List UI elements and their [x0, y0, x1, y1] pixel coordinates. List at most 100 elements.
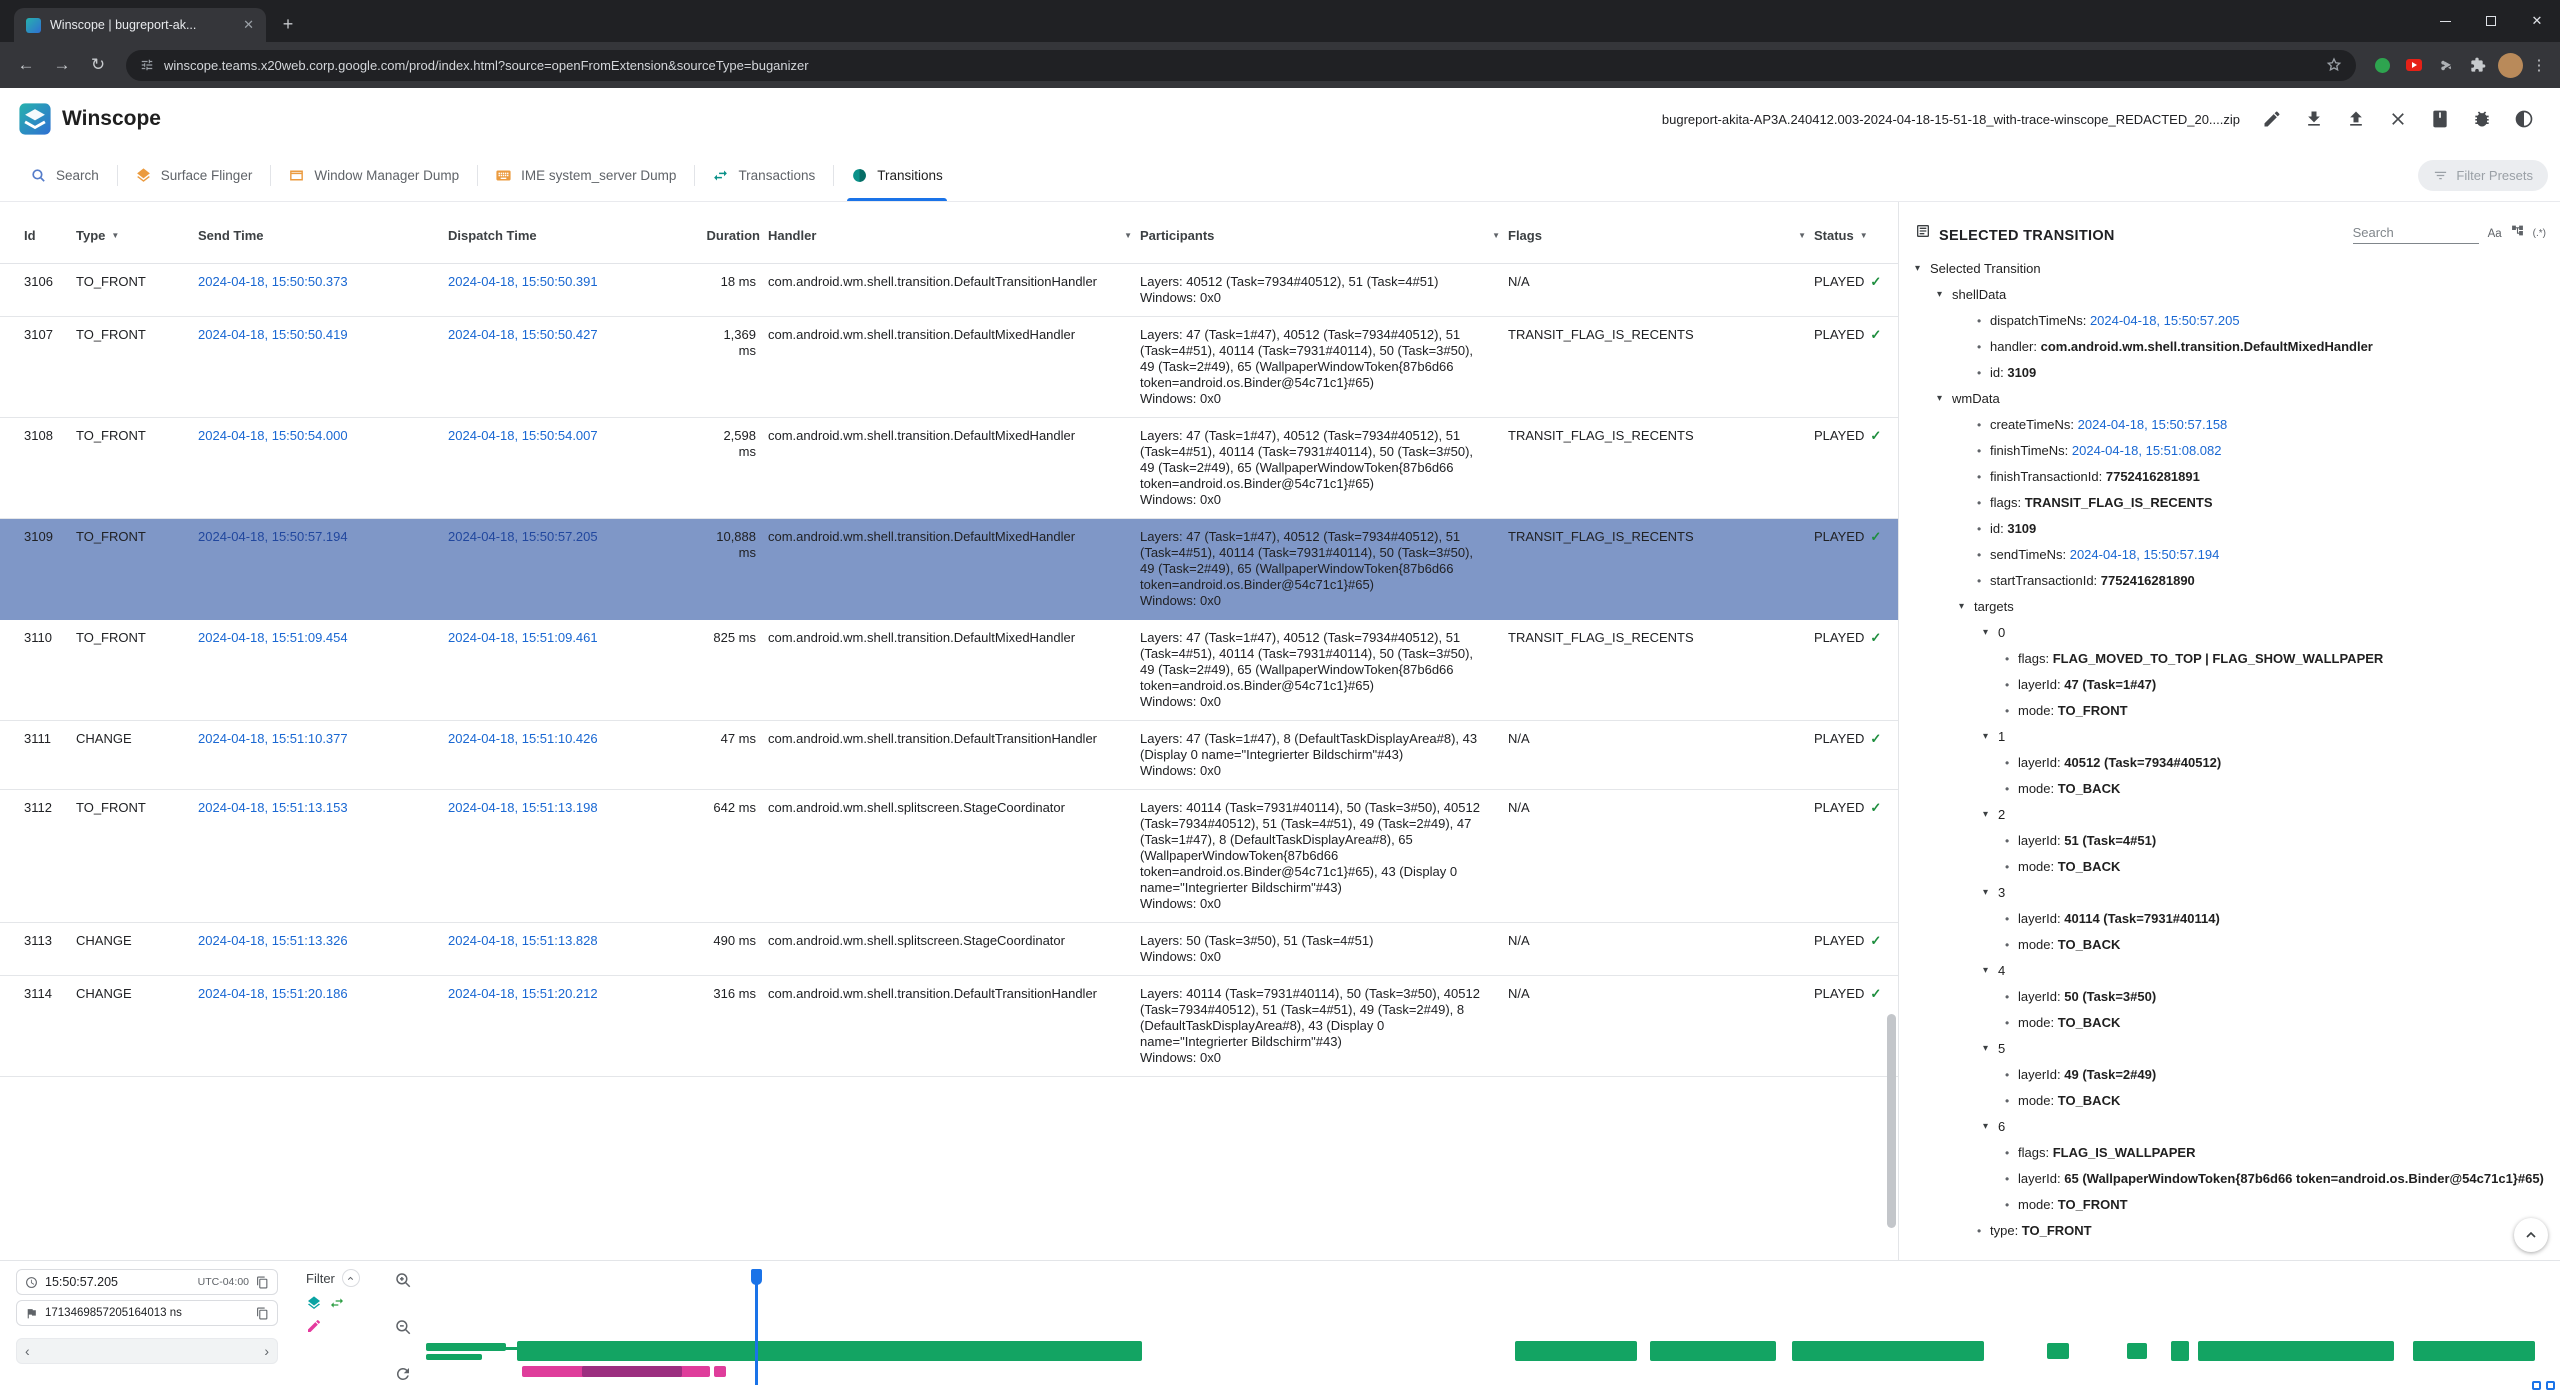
minimize-button[interactable]	[2422, 0, 2468, 42]
collapse-filter-button[interactable]	[341, 1269, 360, 1287]
property-value[interactable]: 2024-04-18, 15:50:57.194	[2069, 547, 2220, 562]
timeline-segment[interactable]	[1792, 1341, 1984, 1361]
expand-arrow-icon[interactable]: ▾	[1937, 393, 1943, 404]
tree-node[interactable]: ▾ 4	[1983, 958, 2560, 984]
upload-icon[interactable]	[2338, 101, 2374, 137]
tree-leaf[interactable]: • id: 3109	[1977, 360, 2560, 386]
tree-leaf[interactable]: • dispatchTimeNs: 2024-04-18, 15:50:57.20…	[1977, 308, 2560, 334]
table-row[interactable]: 3108 TO_FRONT 2024-04-18, 15:50:54.000 2024…	[0, 418, 1898, 519]
surface-flinger-trace-icon[interactable]	[306, 1295, 322, 1311]
tree-leaf[interactable]: • layerId: 47 (Task=1#47)	[2005, 672, 2560, 698]
filter-arrow-icon[interactable]: ▼	[1492, 231, 1500, 240]
tree-leaf[interactable]: • createTimeNs: 2024-04-18, 15:50:57.158	[1977, 412, 2560, 438]
tree-leaf[interactable]: • type: TO_FRONT	[1977, 1218, 2560, 1244]
tree-leaf[interactable]: • mode: TO_FRONT	[2005, 698, 2560, 724]
tree-node[interactable]: ▾ 6	[1983, 1114, 2560, 1140]
tree-leaf[interactable]: • sendTimeNs: 2024-04-18, 15:50:57.194	[1977, 542, 2560, 568]
expand-arrow-icon[interactable]: ▾	[1983, 887, 1989, 898]
dispatch-time-link[interactable]: 2024-04-18, 15:50:50.391	[448, 274, 598, 289]
table-row[interactable]: 3109 TO_FRONT 2024-04-18, 15:50:57.194 2024…	[0, 519, 1898, 620]
tree-leaf[interactable]: • layerId: 50 (Task=3#50)	[2005, 984, 2560, 1010]
scroll-to-top-button[interactable]	[2514, 1218, 2548, 1252]
tree-node[interactable]: ▾ wmData	[1937, 386, 2560, 412]
filter-arrow-icon[interactable]: ▼	[1124, 231, 1132, 240]
zoom-reset-icon[interactable]	[394, 1365, 412, 1383]
regex-toggle[interactable]: (.*)	[2532, 228, 2546, 239]
browser-menu-icon[interactable]: ⋮	[2531, 57, 2547, 74]
zoom-out-icon[interactable]	[394, 1318, 412, 1336]
column-header-participants[interactable]: Participants ▼	[1140, 228, 1508, 243]
timeline-canvas[interactable]	[422, 1269, 2548, 1385]
match-case-toggle[interactable]: Aa	[2487, 228, 2502, 240]
send-time-link[interactable]: 2024-04-18, 15:50:57.194	[198, 529, 348, 544]
expand-arrow-icon[interactable]: ▾	[1983, 1121, 1989, 1132]
dispatch-time-link[interactable]: 2024-04-18, 15:50:50.427	[448, 327, 598, 342]
column-header-type[interactable]: Type ▼	[76, 228, 198, 243]
timeline-segment[interactable]	[2127, 1343, 2147, 1359]
tree-leaf[interactable]: • mode: TO_BACK	[2005, 932, 2560, 958]
column-header-status[interactable]: Status ▼	[1814, 228, 1898, 243]
tune-icon[interactable]	[140, 58, 154, 72]
expand-arrow-icon[interactable]: ▾	[1915, 263, 1921, 274]
timeline-segment[interactable]	[1650, 1341, 1776, 1361]
dispatch-time-link[interactable]: 2024-04-18, 15:51:09.461	[448, 630, 598, 645]
tree-leaf[interactable]: • mode: TO_BACK	[2005, 776, 2560, 802]
table-scrollbar[interactable]	[1887, 1014, 1896, 1228]
dispatch-time-link[interactable]: 2024-04-18, 15:50:54.007	[448, 428, 598, 443]
column-header-duration[interactable]: Duration	[706, 228, 768, 243]
tree-leaf[interactable]: • layerId: 40114 (Task=7931#40114)	[2005, 906, 2560, 932]
table-row[interactable]: 3114 CHANGE 2024-04-18, 15:51:20.186 2024-0…	[0, 976, 1898, 1077]
timeline-settings-icon[interactable]	[2546, 1381, 2555, 1390]
send-time-link[interactable]: 2024-04-18, 15:51:13.153	[198, 800, 348, 815]
profile-avatar[interactable]	[2496, 51, 2524, 79]
tree-node[interactable]: ▾ 3	[1983, 880, 2560, 906]
reload-icon[interactable]: ↻	[90, 55, 106, 74]
details-search-input[interactable]	[2352, 222, 2479, 244]
tree-leaf[interactable]: • handler: com.android.wm.shell.transitio…	[1977, 334, 2560, 360]
send-time-link[interactable]: 2024-04-18, 15:50:50.373	[198, 274, 348, 289]
column-header-id[interactable]: Id	[24, 228, 76, 243]
tree-leaf[interactable]: • mode: TO_BACK	[2005, 1010, 2560, 1036]
timeline-cursor[interactable]	[755, 1269, 758, 1385]
send-time-link[interactable]: 2024-04-18, 15:50:50.419	[198, 327, 348, 342]
expand-arrow-icon[interactable]: ▾	[1983, 731, 1989, 742]
property-value[interactable]: 2024-04-18, 15:50:57.158	[2077, 417, 2228, 432]
column-header-send-time[interactable]: Send Time	[198, 228, 448, 243]
copy-icon[interactable]	[256, 1276, 269, 1289]
edit-icon[interactable]	[2254, 101, 2290, 137]
tree-leaf[interactable]: • layerId: 65 (WallpaperWindowToken{87b6d…	[2005, 1166, 2560, 1192]
tab-close-icon[interactable]: ✕	[243, 17, 254, 32]
table-row[interactable]: 3106 TO_FRONT 2024-04-18, 15:50:50.373 2024…	[0, 264, 1898, 317]
expand-arrow-icon[interactable]: ▾	[1983, 965, 1989, 976]
dispatch-time-link[interactable]: 2024-04-18, 15:51:10.426	[448, 731, 598, 746]
property-value[interactable]: 2024-04-18, 15:50:57.205	[2089, 313, 2240, 328]
address-bar[interactable]: winscope.teams.x20web.corp.google.com/pr…	[126, 49, 2356, 81]
table-row[interactable]: 3113 CHANGE 2024-04-18, 15:51:13.326 2024-0…	[0, 923, 1898, 976]
tree-leaf[interactable]: • id: 3109	[1977, 516, 2560, 542]
tree-leaf[interactable]: • layerId: 51 (Task=4#51)	[2005, 828, 2560, 854]
tree-leaf[interactable]: • mode: TO_BACK	[2005, 854, 2560, 880]
tree-node[interactable]: ▾ 0	[1983, 620, 2560, 646]
tab-surface-flinger[interactable]: Surface Flinger	[116, 150, 271, 201]
tab-window-manager-dump[interactable]: Window Manager Dump	[270, 150, 477, 201]
scroll-left-icon[interactable]: ‹	[25, 1343, 30, 1359]
dispatch-time-link[interactable]: 2024-04-18, 15:50:57.205	[448, 529, 598, 544]
tree-filter-toggle[interactable]	[2511, 224, 2524, 244]
tab-ime-dump[interactable]: IME system_server Dump	[477, 150, 694, 201]
youtube-extension-icon[interactable]	[2400, 51, 2428, 79]
tree-leaf[interactable]: • mode: TO_FRONT	[2005, 1192, 2560, 1218]
tree-leaf[interactable]: • layerId: 40512 (Task=7934#40512)	[2005, 750, 2560, 776]
tree-leaf[interactable]: • finishTimeNs: 2024-04-18, 15:51:08.082	[1977, 438, 2560, 464]
timeline-segment[interactable]	[2198, 1341, 2394, 1361]
new-tab-button[interactable]: +	[282, 13, 294, 34]
dispatch-time-link[interactable]: 2024-04-18, 15:51:13.828	[448, 933, 598, 948]
timeline-segment[interactable]	[517, 1341, 1142, 1361]
zoom-in-icon[interactable]	[394, 1271, 412, 1289]
expand-arrow-icon[interactable]: ▾	[1959, 601, 1965, 612]
expand-arrow-icon[interactable]: ▾	[1983, 627, 1989, 638]
tree-leaf[interactable]: • mode: TO_BACK	[2005, 1088, 2560, 1114]
send-time-link[interactable]: 2024-04-18, 15:51:13.326	[198, 933, 348, 948]
timeline-segment[interactable]	[2171, 1341, 2189, 1361]
tree-node[interactable]: ▾ 2	[1983, 802, 2560, 828]
dispatch-time-link[interactable]: 2024-04-18, 15:51:20.212	[448, 986, 598, 1001]
